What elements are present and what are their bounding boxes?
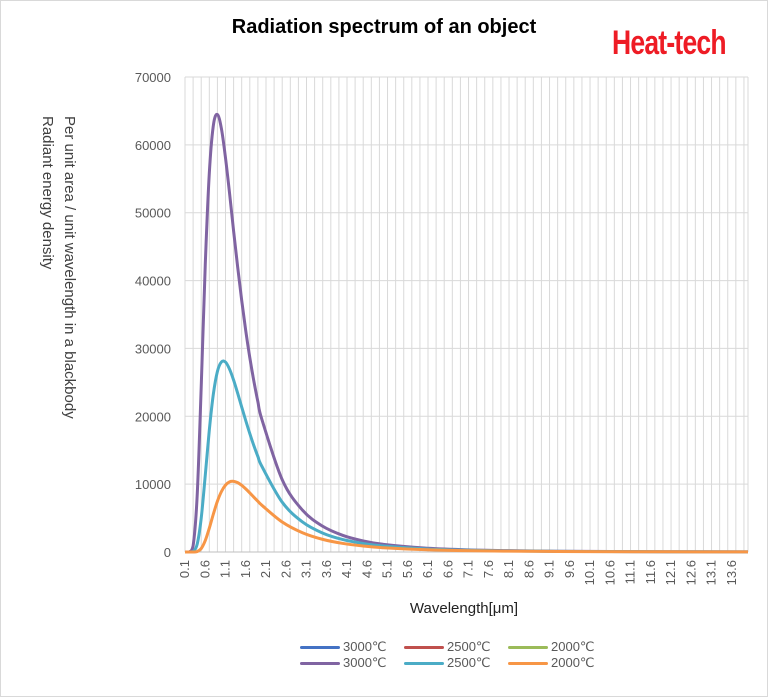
- legend-label: 2000℃: [551, 639, 595, 654]
- legend-swatch: [508, 661, 548, 665]
- legend-label: 2500℃: [447, 655, 491, 670]
- legend-swatch: [300, 645, 340, 649]
- series-line-2000: [185, 479, 749, 554]
- x-tick-label: 1.6: [238, 560, 253, 578]
- x-tick-label: 13.1: [704, 560, 719, 585]
- x-tick-label: 4.1: [339, 560, 354, 578]
- x-tick-label: 7.6: [481, 560, 496, 578]
- x-tick-label: 3.6: [319, 560, 334, 578]
- legend-swatch: [300, 661, 340, 665]
- x-tick-label: 9.1: [542, 560, 557, 578]
- chart-title: Radiation spectrum of an object: [0, 16, 768, 39]
- x-tick-label: 12.1: [663, 560, 678, 585]
- y-tick-label: 60000: [135, 138, 171, 153]
- x-tick-label: 0.1: [177, 560, 192, 578]
- y-tick-label: 10000: [135, 477, 171, 492]
- legend-label: 2000℃: [551, 655, 595, 670]
- x-tick-label: 2.6: [278, 560, 293, 578]
- series-line-2500: [185, 359, 749, 554]
- y-tick-label: 70000: [135, 70, 171, 85]
- x-tick-label: 13.6: [724, 560, 739, 585]
- x-tick-label: 9.6: [562, 560, 577, 578]
- y-tick-label: 50000: [135, 206, 171, 221]
- x-axis-label: Wavelength[μm]: [409, 600, 519, 617]
- y-tick-label: 40000: [135, 274, 171, 289]
- x-tick-label: 1.1: [218, 560, 233, 578]
- y-tick-label: 0: [164, 545, 171, 560]
- x-tick-label: 11.6: [643, 560, 658, 584]
- legend-swatch: [508, 645, 548, 649]
- legend-label: 3000℃: [343, 655, 387, 670]
- x-tick-label: 5.6: [400, 560, 415, 578]
- legend-item: 2000℃: [508, 639, 612, 655]
- x-tick-label: 6.6: [440, 560, 455, 578]
- x-tick-label: 6.1: [420, 560, 435, 578]
- x-tick-label: 2.1: [258, 560, 273, 578]
- x-tick-label: 3.1: [299, 560, 314, 578]
- legend-swatch: [404, 645, 444, 649]
- legend-swatch: [404, 661, 444, 665]
- chart-title-text: Radiation spectrum of an object: [231, 16, 537, 38]
- legend-label: 3000℃: [343, 639, 387, 654]
- x-tick-label: 7.1: [461, 560, 476, 578]
- series-line-3000: [184, 112, 749, 554]
- legend-item: 2500℃: [404, 639, 508, 655]
- legend: 3000℃ 2500℃ 2000℃ 3000℃ 2500℃ 2000℃: [300, 639, 612, 671]
- x-tick-label: 10.1: [582, 560, 597, 585]
- heat-tech-logo: Heat-tech: [612, 24, 727, 62]
- legend-item: 2000℃: [508, 655, 612, 671]
- x-tick-label: 11.1: [623, 560, 638, 584]
- legend-item: 3000℃: [300, 655, 404, 671]
- x-tick-label: 5.1: [380, 560, 395, 578]
- y-tick-label: 20000: [135, 409, 171, 424]
- legend-item: 2500℃: [404, 655, 508, 671]
- x-tick-label: 8.6: [521, 560, 536, 578]
- x-tick-label: 4.6: [359, 560, 374, 578]
- legend-item: 3000℃: [300, 639, 404, 655]
- y-tick-label: 30000: [135, 341, 171, 356]
- x-tick-label: 12.6: [683, 560, 698, 585]
- x-tick-label: 10.6: [602, 560, 617, 585]
- legend-label: 2500℃: [447, 639, 491, 654]
- x-tick-label: 8.1: [501, 560, 516, 578]
- x-tick-label: 0.6: [197, 560, 212, 578]
